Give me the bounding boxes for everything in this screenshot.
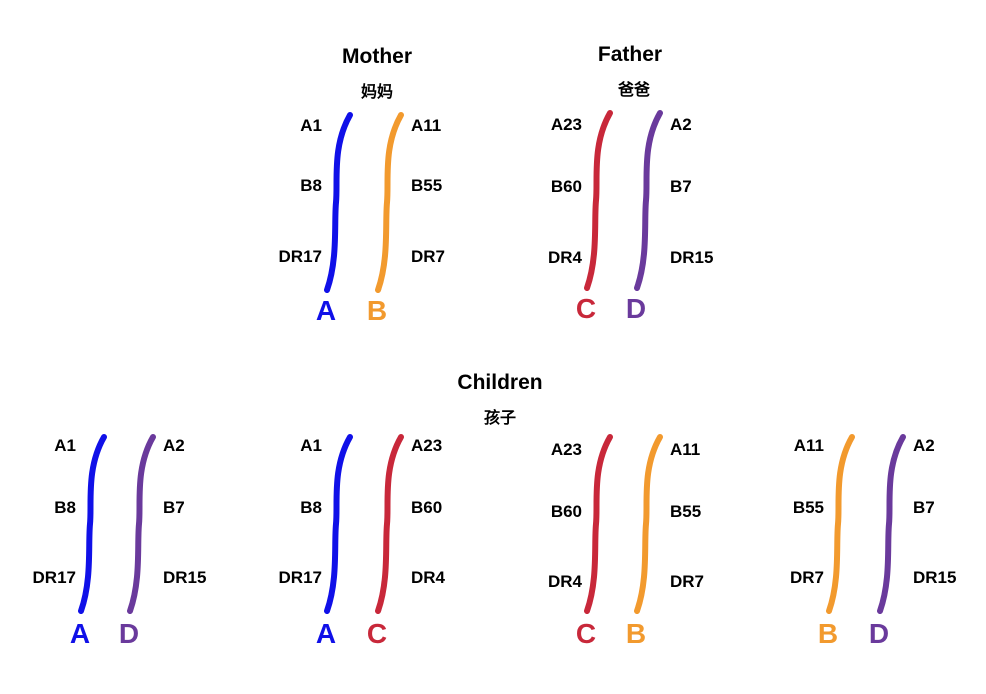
- mother-chromosome-letter-B: B: [366, 295, 388, 326]
- mother-allele-DR17: DR17: [278, 247, 322, 266]
- child-2-allele-B60: B60: [411, 498, 443, 517]
- father-allele-A23: A23: [550, 115, 582, 134]
- child-1-chromosome-letter-A: A: [69, 618, 91, 649]
- child-1-allele-B7: B7: [163, 498, 185, 517]
- child-2-allele-B8: B8: [300, 498, 322, 517]
- child-4-chromosome-letter-D: D: [868, 618, 890, 649]
- father-allele-B7: B7: [670, 177, 692, 196]
- child-1-allele-A2: A2: [163, 436, 185, 455]
- child-4-chromosome-letter-B: B: [817, 618, 839, 649]
- mother-allele-DR7: DR7: [411, 247, 446, 266]
- child-2-allele-DR4: DR4: [411, 568, 446, 587]
- child-3-allele-DR4: DR4: [547, 572, 582, 591]
- father-title: Father: [597, 43, 663, 66]
- child-3-chromosome-letter-C: C: [575, 618, 597, 649]
- children-title: Children: [457, 371, 543, 394]
- child-2-allele-DR17: DR17: [278, 568, 322, 587]
- father-allele-B60: B60: [550, 177, 582, 196]
- child-3-allele-A11: A11: [670, 440, 701, 459]
- father-chromosome-letter-D: D: [625, 293, 647, 324]
- mother-allele-A1: A1: [300, 116, 322, 135]
- child-4-allele-B7: B7: [913, 498, 935, 517]
- child-2-allele-A23: A23: [411, 436, 443, 455]
- child-4-allele-A2: A2: [913, 436, 935, 455]
- mother-chromosome-A: [324, 112, 353, 293]
- mother-allele-B8: B8: [300, 176, 322, 195]
- child-4-allele-A11: A11: [793, 436, 824, 455]
- father-allele-A2: A2: [670, 115, 692, 134]
- child-1-allele-A1: A1: [54, 436, 76, 455]
- child-3-allele-A23: A23: [550, 440, 582, 459]
- mother-allele-A11: A11: [411, 116, 442, 135]
- father-chromosome-D: [634, 110, 663, 291]
- mother-chromosome-letter-A: A: [315, 295, 337, 326]
- father-allele-DR15: DR15: [670, 248, 714, 267]
- child-3-allele-B55: B55: [670, 502, 702, 521]
- father-chromosome-letter-C: C: [575, 293, 597, 324]
- child-4-allele-DR15: DR15: [913, 568, 957, 587]
- child-2-chromosome-A: [324, 434, 353, 614]
- mother-chromosome-B: [375, 112, 404, 293]
- children-subtitle: 孩子: [483, 410, 517, 427]
- child-4-chromosome-B: [826, 434, 855, 614]
- father-chromosome-C: [584, 110, 613, 291]
- child-1-chromosome-D: [127, 434, 156, 614]
- mother-subtitle: 妈妈: [360, 84, 394, 101]
- mother-title: Mother: [342, 45, 412, 68]
- child-2-chromosome-letter-C: C: [366, 618, 388, 649]
- child-3-chromosome-B: [634, 434, 663, 614]
- child-1-allele-DR17: DR17: [32, 568, 76, 587]
- mother-allele-B55: B55: [411, 176, 443, 195]
- child-3-chromosome-C: [584, 434, 613, 614]
- child-4-chromosome-D: [877, 434, 906, 614]
- child-3-allele-DR7: DR7: [670, 572, 705, 591]
- child-4-allele-B55: B55: [792, 498, 824, 517]
- child-2-chromosome-C: [375, 434, 404, 614]
- child-4-allele-DR7: DR7: [789, 568, 824, 587]
- child-3-chromosome-letter-B: B: [625, 618, 647, 649]
- child-1-chromosome-letter-D: D: [118, 618, 140, 649]
- child-1-chromosome-A: [78, 434, 107, 614]
- child-1-allele-DR15: DR15: [163, 568, 207, 587]
- child-2-chromosome-letter-A: A: [315, 618, 337, 649]
- child-3-allele-B60: B60: [550, 502, 582, 521]
- child-1-allele-B8: B8: [54, 498, 76, 517]
- child-2-allele-A1: A1: [300, 436, 322, 455]
- father-subtitle: 爸爸: [617, 82, 651, 99]
- father-allele-DR4: DR4: [547, 248, 582, 267]
